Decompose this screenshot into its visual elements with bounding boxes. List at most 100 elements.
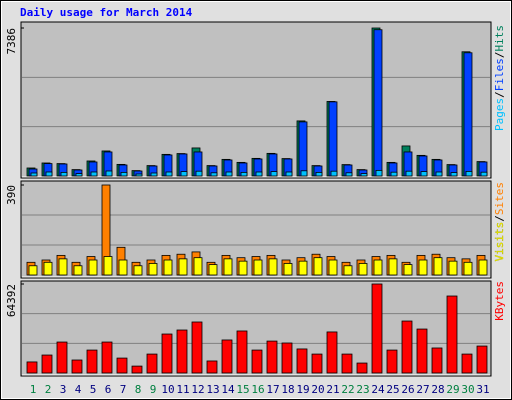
x-tick-label: 1 — [30, 383, 37, 396]
bar — [268, 258, 278, 276]
bar — [210, 172, 218, 177]
x-tick-label: 28 — [431, 383, 444, 396]
bar — [480, 171, 488, 177]
bar — [416, 328, 428, 374]
bar — [28, 265, 38, 276]
bar — [236, 330, 248, 374]
bar — [180, 171, 188, 177]
bar — [150, 172, 158, 177]
bar — [60, 171, 68, 177]
bar — [431, 347, 443, 374]
x-tick-label: 17 — [266, 383, 279, 396]
bar — [105, 170, 113, 177]
x-tick-label: 26 — [401, 383, 414, 396]
x-tick-label: 18 — [281, 383, 294, 396]
bar — [253, 259, 263, 276]
x-tick-label: 11 — [176, 383, 189, 396]
legend: Pages/Files/Hits — [493, 25, 506, 131]
bar — [240, 171, 248, 177]
x-tick-label: 25 — [386, 383, 399, 396]
bar — [418, 259, 428, 276]
bar — [373, 29, 383, 177]
bar — [311, 353, 323, 374]
bar — [341, 353, 353, 374]
bar — [296, 348, 308, 374]
bar — [330, 170, 338, 177]
bar — [371, 283, 383, 374]
bar — [41, 354, 53, 374]
bar — [450, 172, 458, 177]
x-tick-label: 19 — [296, 383, 309, 396]
bar — [251, 349, 263, 374]
bar — [75, 173, 83, 177]
x-tick-label: 24 — [371, 383, 385, 396]
bar — [131, 365, 143, 374]
x-tick-label: 5 — [90, 383, 97, 396]
bar — [386, 349, 398, 374]
x-tick-label: 4 — [75, 383, 82, 396]
bar — [161, 333, 173, 374]
bar — [358, 263, 368, 276]
bar — [45, 171, 53, 177]
legend: KBytes — [493, 281, 506, 321]
bar — [208, 264, 218, 276]
x-tick-label: 12 — [191, 383, 204, 396]
bar — [255, 171, 263, 177]
bar — [390, 171, 398, 177]
x-tick-label: 13 — [206, 383, 219, 396]
bar — [476, 345, 488, 374]
y-tick-label: 64392 — [5, 284, 18, 317]
bar — [101, 341, 113, 374]
bar — [420, 171, 428, 177]
bar — [163, 259, 173, 276]
bar — [120, 171, 128, 177]
bar — [328, 259, 338, 276]
bar — [345, 172, 353, 177]
x-tick-label: 16 — [251, 383, 264, 396]
bar — [191, 321, 203, 374]
bar — [360, 173, 368, 177]
y-tick-label: 390 — [5, 185, 18, 205]
legend-entry: Hits — [493, 25, 506, 52]
bar — [283, 263, 293, 276]
legend-separator: / — [493, 52, 506, 59]
bar — [86, 349, 98, 374]
bar — [221, 339, 233, 374]
bar — [26, 361, 38, 374]
bar — [463, 52, 473, 177]
bar — [356, 362, 368, 374]
bar — [375, 169, 383, 177]
bar — [326, 331, 338, 374]
legend-entry: Files — [493, 58, 506, 91]
panel — [20, 21, 492, 179]
x-tick-label: 3 — [60, 383, 67, 396]
bar — [103, 256, 113, 276]
bar — [88, 259, 98, 276]
bar — [433, 257, 443, 276]
bar — [195, 170, 203, 177]
bar — [401, 320, 413, 374]
bar — [343, 265, 353, 276]
bar — [133, 265, 143, 276]
bar — [435, 171, 443, 177]
bar — [463, 261, 473, 276]
x-tick-label: 6 — [105, 383, 112, 396]
bar — [313, 257, 323, 276]
legend-entry: Visits — [493, 222, 506, 262]
bar — [206, 360, 218, 374]
bar — [266, 340, 278, 374]
x-tick-label: 9 — [150, 383, 157, 396]
x-tick-label: 15 — [236, 383, 249, 396]
x-tick-label: 20 — [311, 383, 324, 396]
bar — [56, 341, 68, 374]
x-tick-label: 27 — [416, 383, 429, 396]
x-tick-label: 14 — [221, 383, 235, 396]
bar — [223, 258, 233, 276]
bar — [73, 265, 83, 276]
x-tick-label: 21 — [326, 383, 339, 396]
bar — [298, 260, 308, 276]
x-tick-label: 29 — [446, 383, 459, 396]
bar — [58, 258, 68, 276]
bar — [448, 260, 458, 276]
